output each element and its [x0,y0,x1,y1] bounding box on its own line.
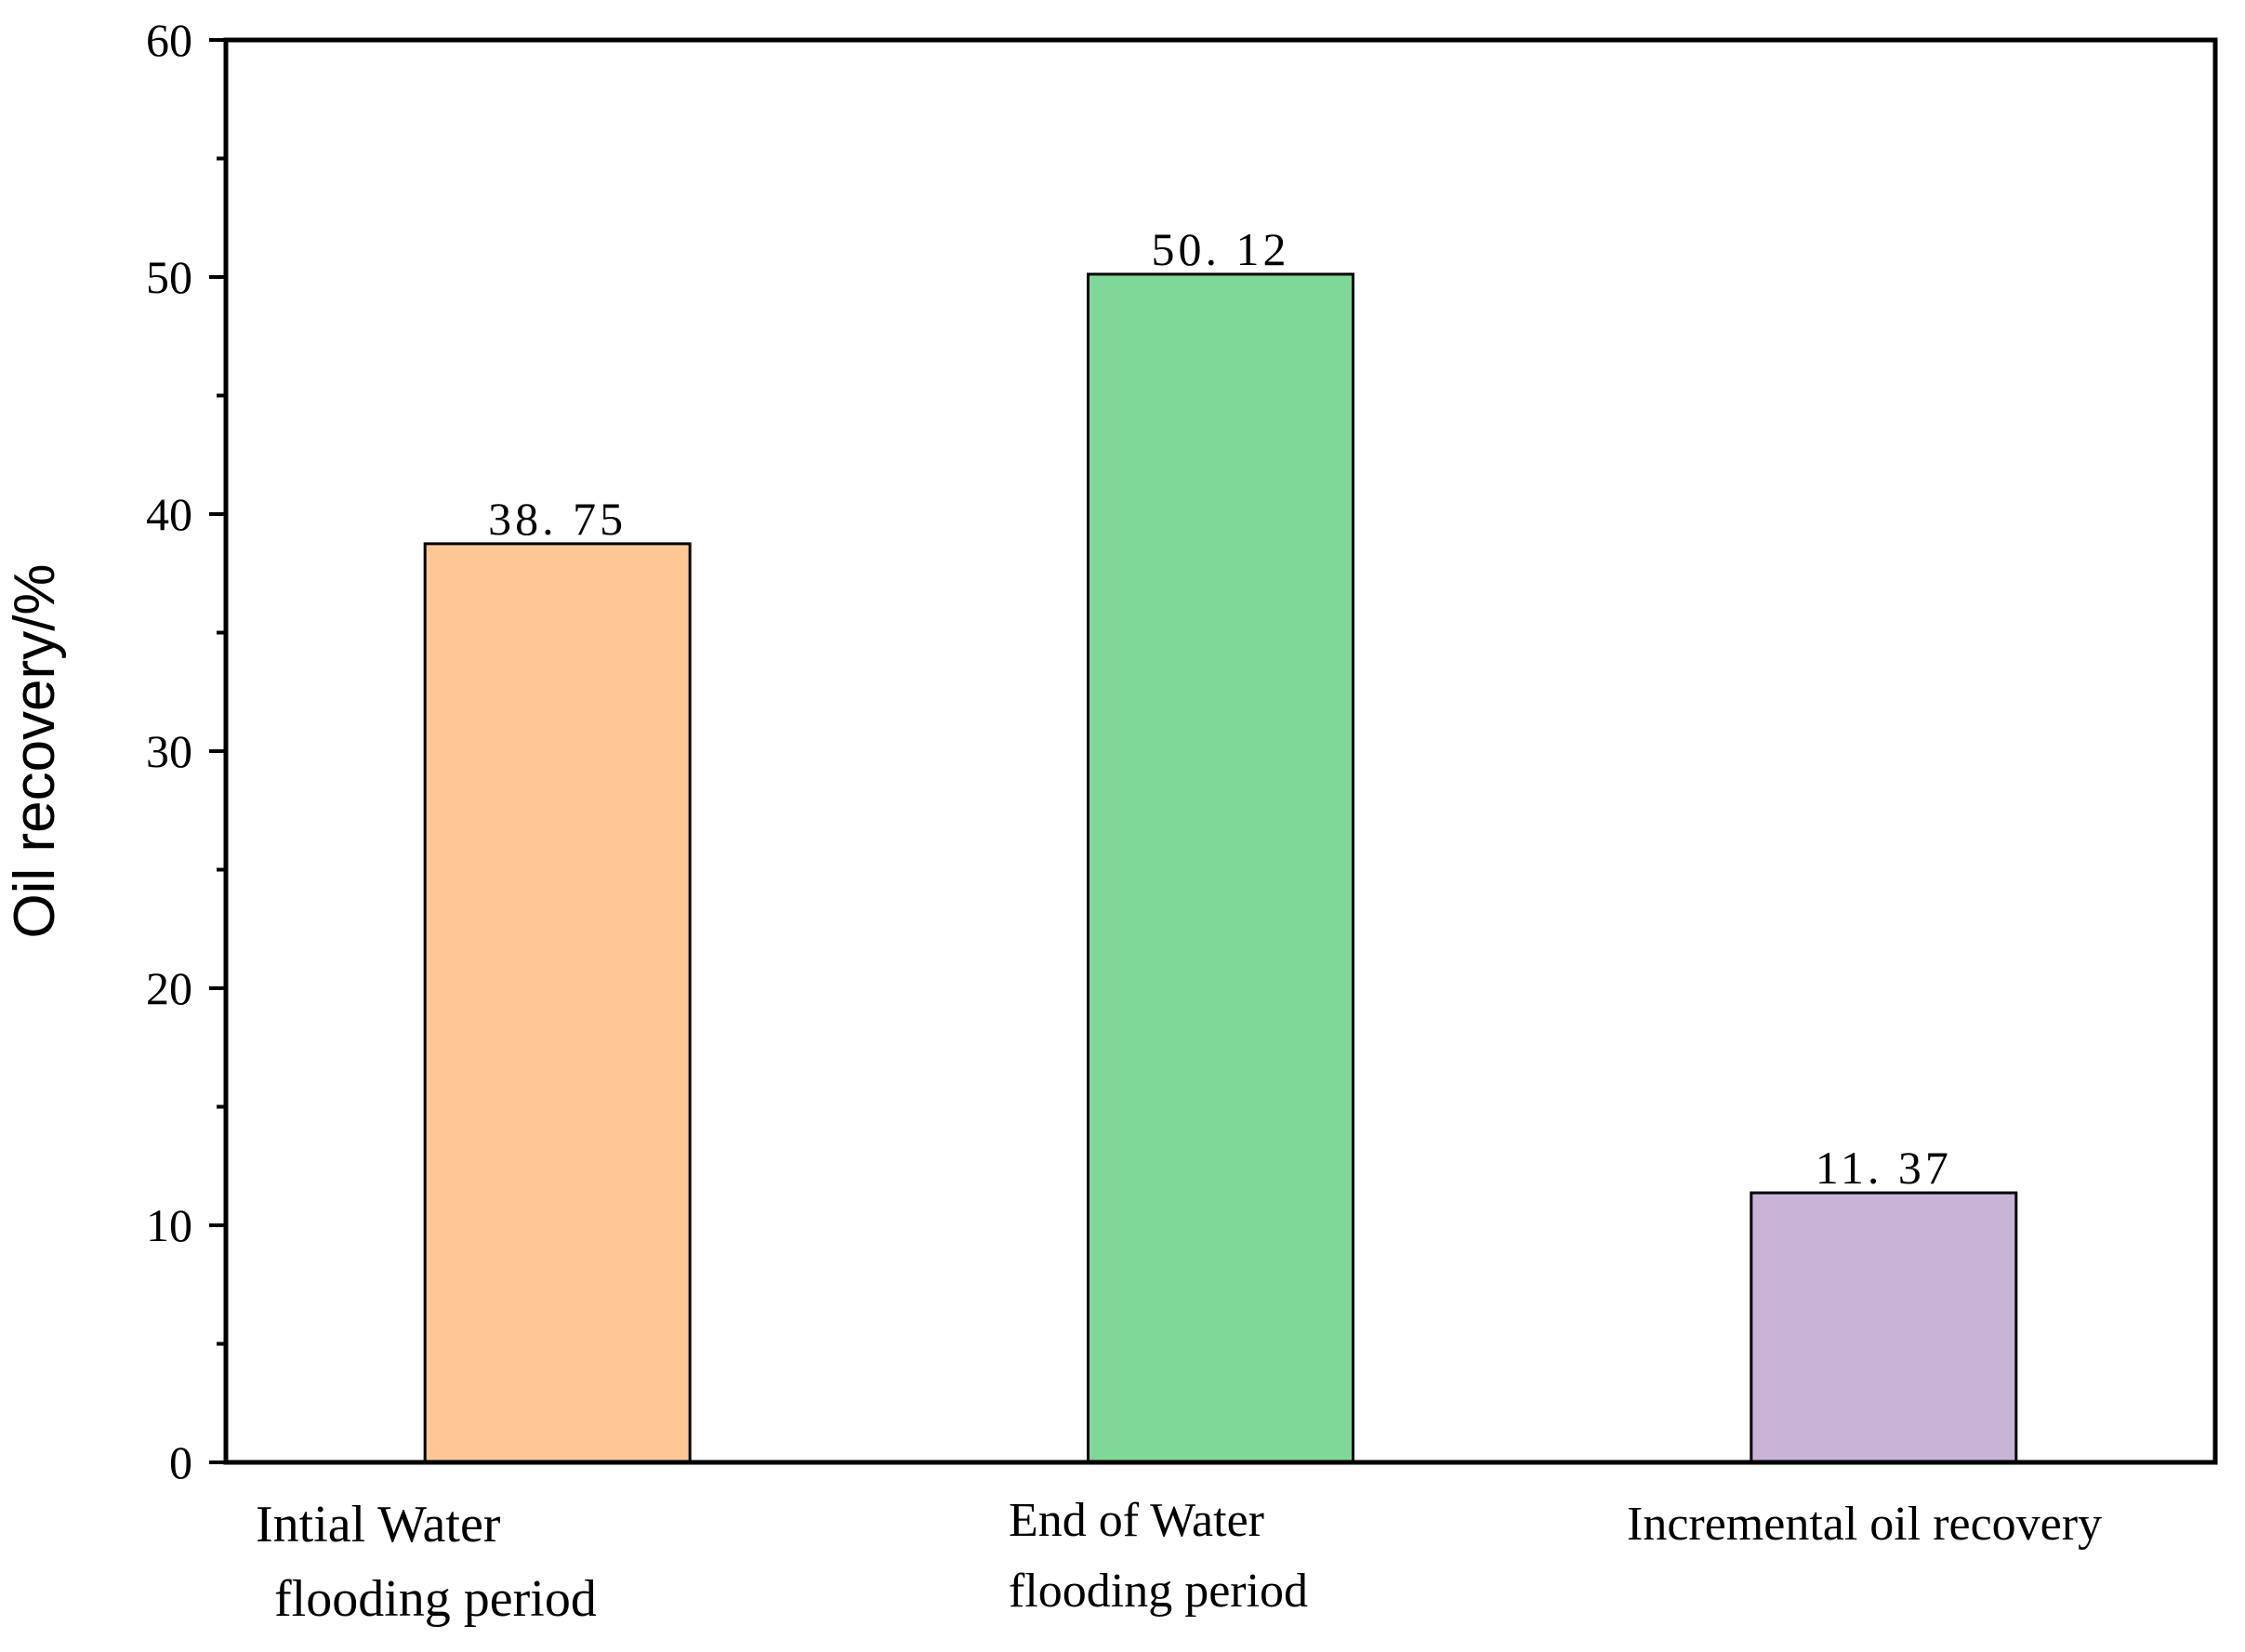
y-tick-label: 30 [146,725,192,777]
bar-1 [423,542,692,1464]
y-tick-label: 0 [169,1436,192,1488]
y-tick-label: 50 [146,251,192,303]
y-tick-label: 40 [146,488,192,540]
x-category-label: flooding period [1009,1565,1308,1618]
value-labels-group: 38. 75 50. 12 11. 37 [488,223,1952,1194]
y-axis-title: Oil recovery/% [3,563,67,938]
x-axis-category-labels: Intial Water flooding period End of Water f… [256,1494,2102,1628]
y-tick-label: 20 [146,962,192,1014]
bar-value-label: 50. 12 [1152,223,1290,275]
plot-frame [223,37,2218,1465]
bars-group [423,272,2018,1464]
y-tick-label: 10 [146,1199,192,1251]
x-category-label: flooding period [274,1570,597,1628]
bar-3 [1750,1191,2018,1464]
x-category-label: Incremental oil recovery [1627,1498,2102,1551]
bar-2 [1087,272,1354,1464]
y-tick-label: 60 [146,14,192,66]
bar-value-label: 38. 75 [488,493,627,545]
bar-value-label: 11. 37 [1816,1142,1952,1194]
y-axis-ticks [209,38,226,1464]
x-category-label: Intial Water [256,1496,501,1553]
y-axis-tick-labels: 0 10 20 30 40 50 60 [146,14,192,1488]
x-category-label: End of Water [1009,1494,1264,1547]
